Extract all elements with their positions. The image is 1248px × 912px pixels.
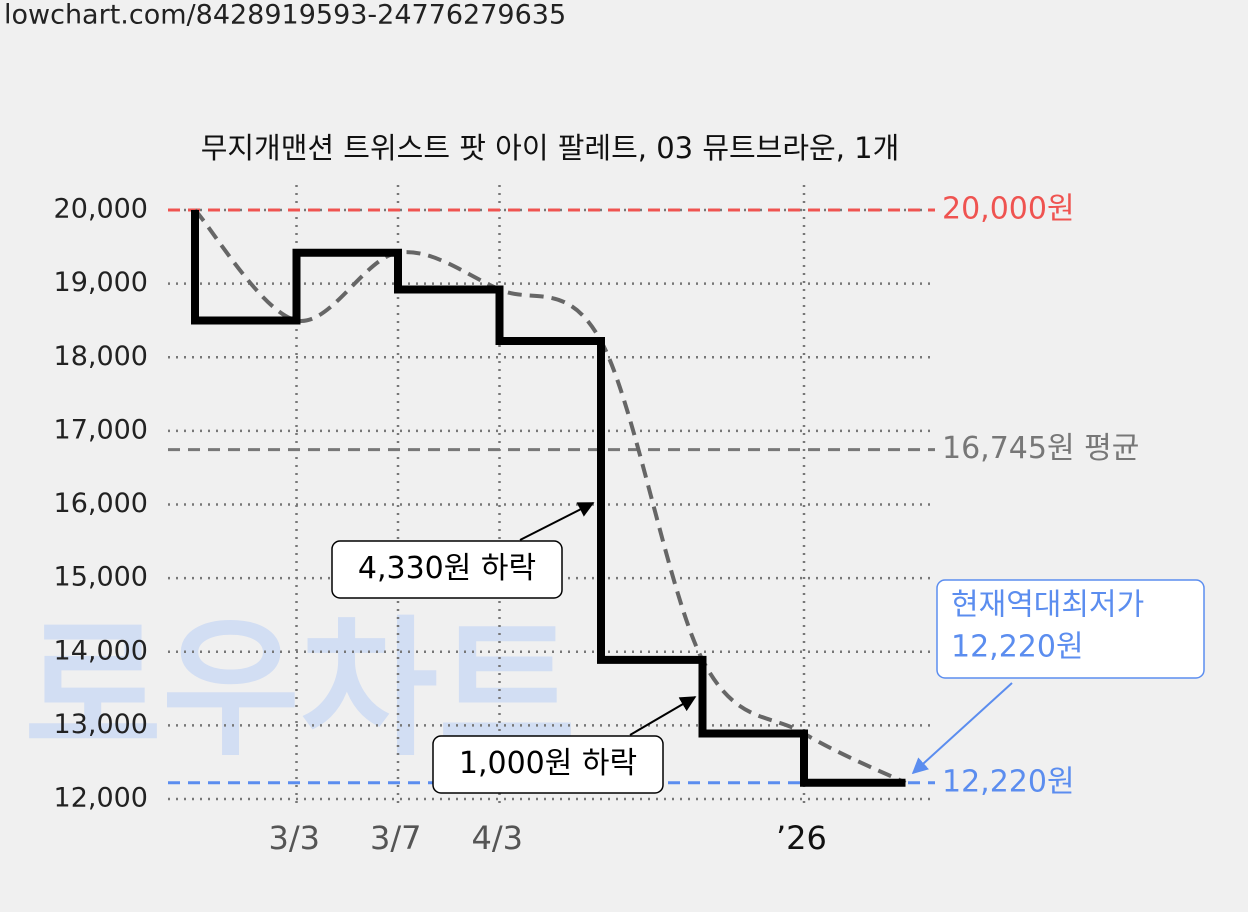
annotation-text: 1,000원 하락 <box>459 746 637 781</box>
y-tick-label: 19,000 <box>54 267 148 298</box>
y-tick-label: 16,000 <box>54 488 148 519</box>
annotation-box <box>331 540 563 599</box>
price-line <box>191 210 906 787</box>
y-tick-label: 20,000 <box>54 194 148 225</box>
url: lowchart.com/8428919593-24776279635 <box>4 0 566 31</box>
x-tick-label: 4/3 <box>472 819 524 857</box>
reference-label: 16,745원 평균 <box>942 431 1139 466</box>
annotation-box <box>936 579 1205 679</box>
annotation-arrow <box>519 502 595 541</box>
annotation-text: 4,330원 하락 <box>358 551 536 586</box>
x-tick-label: 3/7 <box>370 819 422 857</box>
y-tick-label: 15,000 <box>54 562 148 593</box>
trend-line <box>193 208 907 785</box>
annotation-text: 현재역대최저가 <box>951 588 1144 623</box>
annotation-text: 12,220원 <box>951 630 1084 665</box>
reference-label: 20,000원 <box>942 192 1075 227</box>
y-tick-label: 14,000 <box>54 635 148 666</box>
chart-title: 무지개맨션 트위스트 팟 아이 팔레트, 03 뮤트브라운, 1개 <box>201 131 900 165</box>
annotation-box <box>432 735 664 794</box>
y-tick-label: 13,000 <box>54 709 148 740</box>
annotation-arrow <box>629 696 697 736</box>
x-tick-label: ’26 <box>776 819 827 857</box>
y-tick-label: 17,000 <box>54 414 148 445</box>
x-tick-label: 3/3 <box>269 819 321 857</box>
reference-label: 12,220원 <box>942 764 1075 799</box>
y-tick-label: 12,000 <box>54 783 148 814</box>
annotation-arrow <box>911 682 1013 775</box>
y-tick-label: 18,000 <box>54 341 148 372</box>
